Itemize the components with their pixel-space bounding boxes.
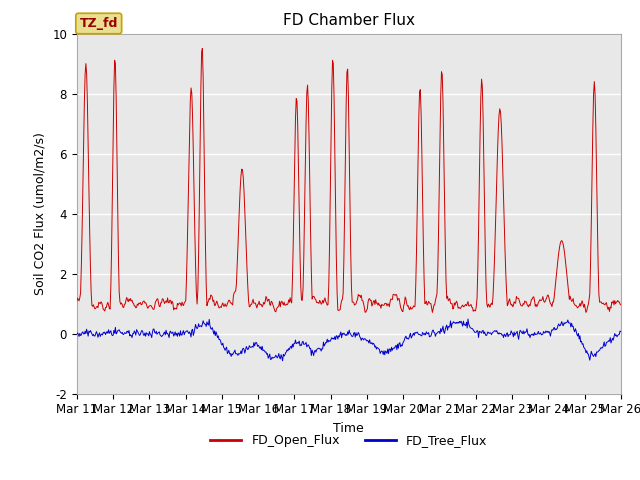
Title: FD Chamber Flux: FD Chamber Flux bbox=[283, 13, 415, 28]
Text: TZ_fd: TZ_fd bbox=[79, 17, 118, 30]
X-axis label: Time: Time bbox=[333, 422, 364, 435]
Y-axis label: Soil CO2 Flux (umol/m2/s): Soil CO2 Flux (umol/m2/s) bbox=[34, 132, 47, 295]
Legend: FD_Open_Flux, FD_Tree_Flux: FD_Open_Flux, FD_Tree_Flux bbox=[205, 429, 493, 452]
